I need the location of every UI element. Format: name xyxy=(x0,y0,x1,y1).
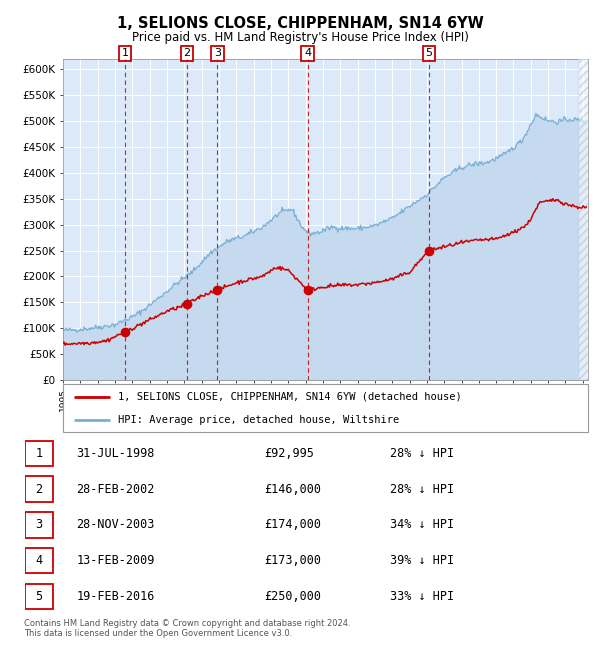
Text: £146,000: £146,000 xyxy=(265,482,322,495)
Text: 31-JUL-1998: 31-JUL-1998 xyxy=(77,447,155,460)
Text: £92,995: £92,995 xyxy=(265,447,314,460)
Text: 28-FEB-2002: 28-FEB-2002 xyxy=(77,482,155,495)
Text: 2: 2 xyxy=(35,482,43,495)
Text: 2: 2 xyxy=(184,49,191,58)
Text: Contains HM Land Registry data © Crown copyright and database right 2024.
This d: Contains HM Land Registry data © Crown c… xyxy=(24,619,350,638)
Text: 5: 5 xyxy=(35,590,43,603)
Text: 33% ↓ HPI: 33% ↓ HPI xyxy=(390,590,454,603)
FancyBboxPatch shape xyxy=(25,548,53,573)
Text: 1: 1 xyxy=(35,447,43,460)
Text: HPI: Average price, detached house, Wiltshire: HPI: Average price, detached house, Wilt… xyxy=(118,415,400,425)
FancyBboxPatch shape xyxy=(25,476,53,502)
Text: 4: 4 xyxy=(35,554,43,567)
Text: 3: 3 xyxy=(35,519,43,532)
Text: 39% ↓ HPI: 39% ↓ HPI xyxy=(390,554,454,567)
Text: £173,000: £173,000 xyxy=(265,554,322,567)
Text: 19-FEB-2016: 19-FEB-2016 xyxy=(77,590,155,603)
Text: 3: 3 xyxy=(214,49,221,58)
Text: 4: 4 xyxy=(304,49,311,58)
Text: 5: 5 xyxy=(425,49,433,58)
FancyBboxPatch shape xyxy=(25,512,53,538)
Text: 1: 1 xyxy=(122,49,128,58)
Text: 34% ↓ HPI: 34% ↓ HPI xyxy=(390,519,454,532)
Text: £250,000: £250,000 xyxy=(265,590,322,603)
Text: 28% ↓ HPI: 28% ↓ HPI xyxy=(390,447,454,460)
FancyBboxPatch shape xyxy=(63,384,588,432)
FancyBboxPatch shape xyxy=(25,584,53,609)
FancyBboxPatch shape xyxy=(25,441,53,466)
Text: Price paid vs. HM Land Registry's House Price Index (HPI): Price paid vs. HM Land Registry's House … xyxy=(131,31,469,44)
Text: 28% ↓ HPI: 28% ↓ HPI xyxy=(390,482,454,495)
Text: 28-NOV-2003: 28-NOV-2003 xyxy=(77,519,155,532)
Text: £174,000: £174,000 xyxy=(265,519,322,532)
Text: 1, SELIONS CLOSE, CHIPPENHAM, SN14 6YW: 1, SELIONS CLOSE, CHIPPENHAM, SN14 6YW xyxy=(116,16,484,31)
Text: 13-FEB-2009: 13-FEB-2009 xyxy=(77,554,155,567)
Text: 1, SELIONS CLOSE, CHIPPENHAM, SN14 6YW (detached house): 1, SELIONS CLOSE, CHIPPENHAM, SN14 6YW (… xyxy=(118,392,462,402)
